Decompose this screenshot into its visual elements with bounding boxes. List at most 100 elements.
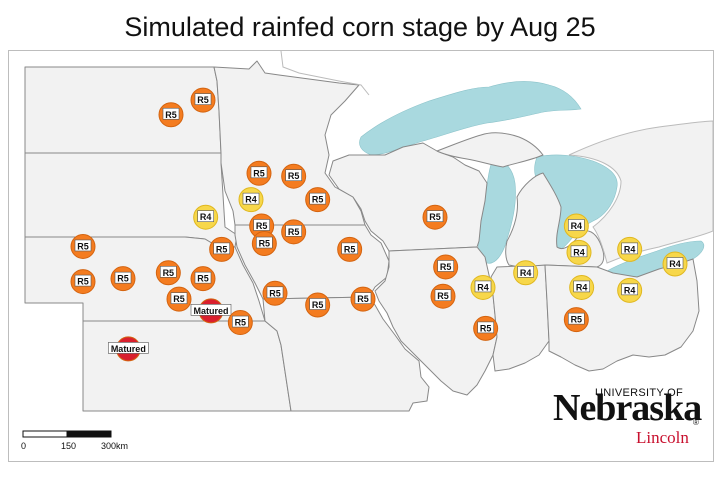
marker-label-box — [108, 342, 149, 354]
state-wisconsin — [328, 142, 488, 252]
marker-label: R4 — [669, 259, 681, 269]
marker-label: R4 — [573, 247, 585, 257]
marker-label-box — [242, 192, 260, 205]
marker-label: R5 — [312, 195, 324, 205]
marker-label: R5 — [256, 221, 268, 231]
marker-label: R5 — [235, 318, 247, 328]
marker-label: R5 — [571, 315, 583, 325]
logo-campus-text: Lincoln — [636, 428, 689, 447]
corn-stage-marker: R4 — [617, 236, 643, 262]
marker-label: R5 — [269, 288, 281, 298]
marker-label-box — [621, 283, 638, 296]
marker-label-box — [160, 266, 177, 278]
corn-stage-marker: R4 — [569, 274, 595, 300]
corn-stage-marker: R5 — [70, 269, 96, 295]
marker-label-box — [197, 210, 214, 222]
marker-label-box — [114, 271, 132, 284]
marker-label-box — [477, 321, 494, 334]
scale-segment-white — [22, 430, 68, 438]
marker-label-box — [194, 93, 212, 105]
corn-stage-marker: R5 — [190, 266, 216, 292]
marker-label-box — [517, 266, 534, 278]
marker-label-box — [474, 280, 492, 293]
marker-label-box — [309, 298, 326, 310]
logo-registered-mark: ® — [693, 418, 699, 427]
marker-label: R4 — [624, 244, 636, 254]
marker-label: R5 — [344, 244, 356, 254]
marker-label: R5 — [437, 291, 449, 301]
marker-label-box — [341, 242, 358, 255]
corn-stage-marker: R5 — [433, 254, 459, 280]
marker-label: R5 — [165, 110, 177, 120]
marker-label: R5 — [173, 294, 185, 304]
marker-label: R5 — [288, 227, 300, 237]
marker-label: R5 — [480, 323, 492, 333]
marker-label-box — [285, 225, 302, 237]
marker-label: R5 — [357, 294, 369, 304]
marker-label: R5 — [117, 274, 129, 284]
state-north-dakota — [24, 66, 222, 154]
corn-stage-marker: R5 — [158, 102, 184, 128]
logo-nebraska-wordmark: Nebraska — [553, 387, 702, 429]
marker-label: R4 — [520, 268, 532, 278]
marker-label-box — [266, 286, 284, 299]
marker-label: R4 — [477, 282, 489, 292]
marker-label: Matured — [193, 306, 228, 316]
corn-stage-marker: R4 — [470, 274, 496, 300]
marker-label-box — [437, 260, 454, 272]
corn-stage-marker: R5 — [227, 310, 253, 336]
corn-stage-marker: R5 — [305, 292, 331, 318]
corn-stage-marker: R4 — [563, 213, 589, 239]
marker-label: R5 — [197, 274, 209, 284]
logo-university-text: UNIVERSITY OF — [595, 387, 684, 399]
corn-stage-marker: R5 — [110, 266, 136, 292]
state-minnesota — [213, 60, 366, 226]
marker-label-box — [666, 257, 684, 269]
marker-label-box — [162, 107, 180, 120]
marker-label-box — [213, 242, 230, 255]
marker-label: R5 — [163, 268, 175, 278]
corn-stage-marker: R5 — [337, 236, 363, 262]
state-kansas — [82, 320, 292, 412]
state-missouri — [262, 296, 430, 412]
scale-label-0: 0 — [21, 441, 26, 451]
marker-label-box — [426, 210, 444, 222]
marker-label-box — [256, 236, 273, 249]
corn-stage-marker: R5 — [190, 87, 216, 113]
marker-label: R5 — [216, 244, 228, 254]
scale-segment-black — [66, 430, 112, 438]
marker-label: R4 — [571, 221, 583, 231]
marker-layer: R5 R5 R5 R5 R4 R5 R4 R5 R5 R5 R5 R5 R5 R5 R5 R5 R5 R5 R5 R5… — [70, 87, 688, 362]
corn-stage-marker: R4 — [662, 251, 688, 277]
corn-stage-marker: R5 — [166, 286, 192, 312]
marker-label-box — [621, 242, 638, 255]
marker-label: R4 — [576, 282, 588, 292]
corn-stage-marker: R5 — [281, 163, 307, 189]
corn-stage-marker: R5 — [350, 286, 376, 312]
state-michigan-upper — [436, 132, 544, 168]
map-canvas: R5 R5 R5 R5 R4 R5 R4 R5 R5 R5 R5 R5 R5 R5 R5 R5 R5 R5 R5 R5… — [9, 51, 713, 461]
marker-label: R5 — [77, 241, 89, 251]
marker-label-box — [232, 315, 249, 328]
corn-stage-marker: R5 — [251, 231, 277, 257]
marker-label-box — [354, 292, 372, 304]
map-frame: R5 R5 R5 R5 R4 R5 R4 R5 R5 R5 R5 R5 R5 R5 R5 R5 R5 R5 R5 R5… — [8, 50, 714, 462]
marker-label: R5 — [288, 171, 300, 181]
university-logo: UNIVERSITY OF Nebraska ® Lincoln — [553, 384, 703, 454]
corn-stage-marker: R5 — [305, 187, 331, 213]
marker-label-box — [434, 289, 452, 302]
corn-stage-marker: R5 — [281, 219, 307, 245]
marker-label-box — [253, 219, 270, 231]
marker-label-box — [74, 239, 92, 252]
marker-label-box — [309, 192, 326, 205]
corn-stage-marker: R4 — [193, 204, 219, 230]
marker-label-box — [194, 271, 212, 284]
corn-stage-marker: R5 — [563, 307, 589, 333]
corn-stage-marker: R5 — [209, 236, 235, 262]
corn-stage-marker: Matured — [108, 336, 149, 362]
marker-label-box — [170, 292, 188, 304]
marker-label-box — [250, 166, 268, 179]
corn-stage-marker: R5 — [430, 283, 456, 309]
marker-label-box — [190, 304, 232, 316]
canada-border — [280, 51, 370, 96]
